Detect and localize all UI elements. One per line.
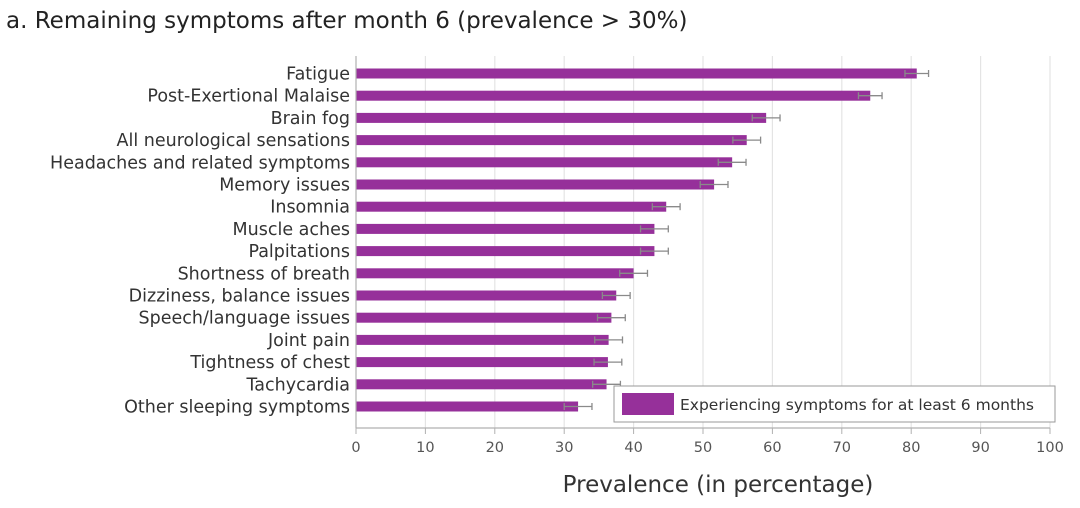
category-label: Palpitations <box>248 242 350 262</box>
x-tick-label: 50 <box>694 440 712 456</box>
bar <box>356 246 655 257</box>
category-label: Insomnia <box>270 198 350 218</box>
category-label: Post-Exertional Malaise <box>147 87 350 107</box>
category-label: Memory issues <box>219 176 350 196</box>
bar <box>356 290 617 301</box>
bars <box>356 68 917 412</box>
category-label: Muscle aches <box>233 220 350 240</box>
bar <box>356 68 917 79</box>
chart-title: a. Remaining symptoms after month 6 (pre… <box>6 8 687 34</box>
bar <box>356 379 607 390</box>
grid-lines <box>424 56 1051 428</box>
x-tick-label: 10 <box>416 440 434 456</box>
error-bars <box>563 70 930 410</box>
category-label: Shortness of breath <box>178 264 350 284</box>
x-tick-label: 40 <box>624 440 642 456</box>
category-label: Other sleeping symptoms <box>124 398 350 418</box>
category-label: Headaches and related symptoms <box>50 153 350 173</box>
category-label: Brain fog <box>271 109 350 129</box>
category-label: Speech/language issues <box>139 309 350 329</box>
bar <box>356 268 634 279</box>
x-tick-label: 70 <box>833 440 851 456</box>
bar <box>356 312 612 323</box>
bar <box>356 112 767 123</box>
bar <box>356 334 609 345</box>
category-label: Dizziness, balance issues <box>129 287 350 307</box>
x-tick-label: 0 <box>351 440 360 456</box>
category-label: Tachycardia <box>245 375 350 395</box>
category-label: All neurological sensations <box>117 131 351 151</box>
x-tick-label: 90 <box>971 440 989 456</box>
x-tick-label: 60 <box>763 440 781 456</box>
tick-labels: 0 10 20 30 40 50 60 70 80 90 100 <box>351 440 1063 456</box>
legend-label: Experiencing symptoms for at least 6 mon… <box>680 396 1034 414</box>
category-label: Tightness of chest <box>189 353 350 373</box>
bar <box>356 401 579 412</box>
bar <box>356 157 733 168</box>
legend: Experiencing symptoms for at least 6 mon… <box>613 385 1056 423</box>
bar <box>356 223 655 234</box>
x-tick-label: 20 <box>486 440 504 456</box>
category-label: Joint pain <box>267 331 350 351</box>
x-tick-label: 80 <box>902 440 920 456</box>
axes <box>355 56 1051 434</box>
x-tick-label: 100 <box>1036 440 1064 456</box>
category-label: Fatigue <box>286 65 350 85</box>
bar <box>356 201 667 212</box>
x-axis-label: Prevalence (in percentage) <box>563 472 874 498</box>
bar <box>356 90 871 101</box>
legend-swatch <box>622 393 674 415</box>
legend-box <box>613 385 1056 423</box>
bar <box>356 135 747 146</box>
x-tick-label: 30 <box>555 440 573 456</box>
bar <box>356 357 608 368</box>
bar <box>356 179 715 190</box>
